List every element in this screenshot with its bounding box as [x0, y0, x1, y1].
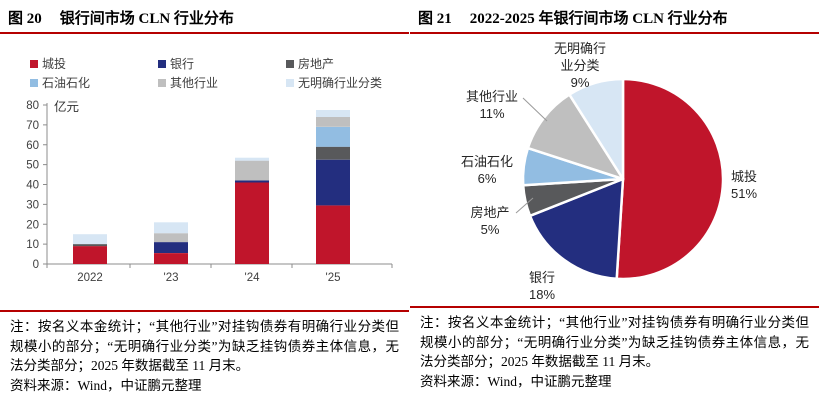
figure-21-number: 图 21 [418, 11, 452, 27]
pie-label-other-industries: 其他行业 11% [457, 88, 527, 122]
legend-swatch-icon [30, 59, 38, 68]
legend-swatch-icon [286, 78, 294, 87]
pie-label-name: 房地产 [470, 205, 510, 220]
svg-text:'23: '23 [164, 272, 179, 284]
other-industries-leader-line [522, 97, 548, 122]
pie-label-chengtou: 城投 51% [714, 168, 774, 202]
pie-label-pct: 18% [528, 287, 556, 302]
svg-text:2022: 2022 [77, 272, 103, 284]
svg-text:70: 70 [26, 120, 39, 132]
legend-item-petrochemical: 石油石化 [30, 74, 158, 91]
pie-label-pct: 51% [730, 186, 758, 201]
svg-text:0: 0 [33, 259, 39, 271]
footnote-rule [0, 310, 409, 312]
title-rule [0, 32, 409, 34]
pie-chart: 城投 51% 银行 18% 房地产 5% 石油石化 6% 其他行业 11% 无明… [410, 34, 819, 306]
figure-20-note: 注：按名义本金统计；“其他行业”对挂钩债券有明确行业分类但规模小的部分；“无明确… [10, 319, 399, 374]
svg-text:30: 30 [26, 199, 39, 211]
pie-slices [521, 77, 725, 281]
pie-slice [615, 77, 725, 281]
figure-20-panel: 图 20 银行间市场 CLN 行业分布 城投 银行 房地产 石油石化 其他 [0, 0, 409, 396]
pie-chart-svg [515, 77, 725, 281]
pie-label-pct: 6% [477, 171, 497, 186]
legend-label: 石油石化 [42, 76, 91, 90]
legend-label: 无明确行业分类 [298, 76, 383, 90]
legend-item-real-estate: 房地产 [286, 55, 409, 72]
pie-label-pct: 11% [479, 106, 505, 121]
svg-text:20: 20 [26, 219, 39, 231]
pie-label-petrochemical: 石油石化 6% [452, 153, 522, 187]
legend-label: 房地产 [298, 57, 335, 71]
legend-item-unclassified: 无明确行业分类 [286, 74, 409, 91]
pie-label-bank: 银行 18% [512, 269, 572, 303]
figure-21-panel: 图 21 2022-2025 年银行间市场 CLN 行业分布 城投 51% 银行 … [410, 0, 819, 396]
pie-label-pct: 9% [570, 75, 590, 90]
svg-text:40: 40 [26, 180, 39, 192]
pie-label-name: 无明确行业分类 [553, 41, 606, 73]
legend-item-bank: 银行 [158, 55, 286, 72]
pie-slice [568, 77, 625, 181]
pie-label-name: 银行 [528, 270, 555, 285]
figure-21-title: 图 21 2022-2025 年银行间市场 CLN 行业分布 [418, 7, 811, 28]
bar-chart-legend: 城投 银行 房地产 石油石化 其他行业 无明确行业分类 [30, 55, 409, 91]
pie-label-real-estate: 房地产 5% [455, 204, 525, 238]
pie-label-name: 城投 [730, 169, 757, 184]
svg-text:'25: '25 [326, 272, 341, 284]
legend-item-other-industries: 其他行业 [158, 74, 286, 91]
legend-swatch-icon [158, 78, 166, 87]
bar-chart: 0 10 20 30 40 50 60 70 80 亿元 2022 '23 '24 '25 [0, 97, 409, 295]
pie-label-unclassified: 无明确行业分类 9% [552, 40, 608, 91]
legend-swatch-icon [286, 59, 294, 68]
legend-label: 城投 [42, 57, 67, 71]
figure-21-source: 资料来源：Wind，中证鹏元整理 [420, 373, 612, 389]
svg-text:'24: '24 [245, 272, 261, 284]
figure-20-source: 资料来源：Wind，中证鹏元整理 [10, 377, 202, 393]
legend-swatch-icon [158, 59, 166, 68]
svg-text:亿元: 亿元 [54, 99, 79, 114]
title-rule [410, 32, 819, 34]
real-estate-leader-line [515, 197, 534, 214]
figure-20-title-text: 银行间市场 CLN 行业分布 [59, 11, 234, 27]
pie-label-pct: 5% [480, 222, 500, 237]
figure-20-number: 图 20 [8, 11, 42, 27]
figure-21-title-text: 2022-2025 年银行间市场 CLN 行业分布 [469, 11, 728, 27]
svg-text:60: 60 [26, 140, 39, 152]
figure-21-note: 注：按名义本金统计；“其他行业”对挂钩债券有明确行业分类但规模小的部分；“无明确… [420, 315, 809, 370]
pie-label-name: 石油石化 [460, 154, 513, 169]
svg-text:10: 10 [26, 239, 39, 251]
svg-text:80: 80 [26, 100, 39, 112]
pie-label-name: 其他行业 [465, 89, 518, 104]
legend-item-chengtou: 城投 [30, 55, 158, 72]
pie-slice [528, 177, 625, 281]
legend-label: 银行 [170, 57, 195, 71]
bar-chart-svg: 0 10 20 30 40 50 60 70 80 亿元 2022 '23 '24 '25 [26, 99, 393, 284]
legend-label: 其他行业 [170, 76, 219, 90]
legend-swatch-icon [30, 78, 38, 87]
svg-text:50: 50 [26, 160, 39, 172]
footnote-rule [410, 306, 819, 308]
figure-20-title: 图 20 银行间市场 CLN 行业分布 [8, 7, 401, 28]
